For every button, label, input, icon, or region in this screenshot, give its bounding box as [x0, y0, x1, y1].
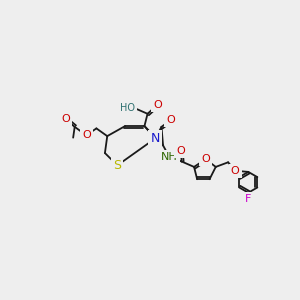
Text: O: O — [201, 154, 210, 164]
Text: HO: HO — [120, 103, 135, 113]
Text: O: O — [167, 115, 175, 125]
Text: O: O — [231, 166, 239, 176]
Text: O: O — [176, 146, 185, 156]
Text: N: N — [151, 132, 160, 145]
Text: S: S — [113, 159, 121, 172]
Text: O: O — [82, 130, 91, 140]
Text: F: F — [245, 194, 251, 204]
Text: O: O — [153, 100, 162, 110]
Text: O: O — [61, 114, 70, 124]
Text: NH: NH — [161, 152, 178, 162]
